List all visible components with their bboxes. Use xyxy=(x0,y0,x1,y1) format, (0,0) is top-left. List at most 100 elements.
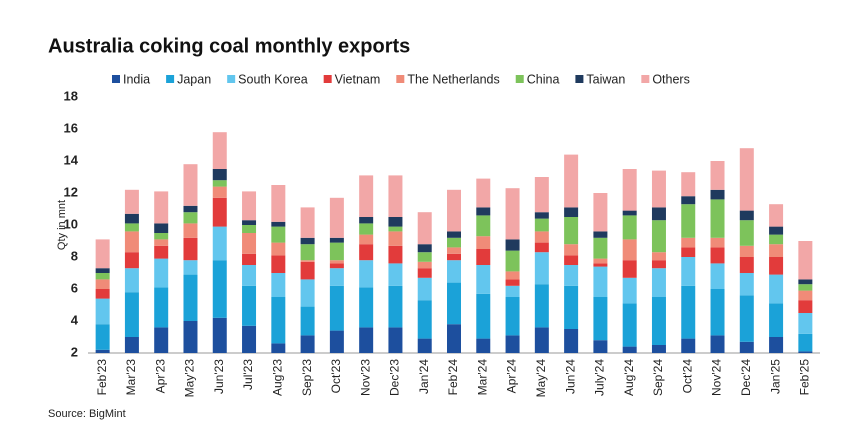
bar-segment xyxy=(242,220,257,225)
bar-segment xyxy=(95,239,110,269)
x-tick-label: Apr'23 xyxy=(153,359,167,394)
bar-segment xyxy=(593,266,608,297)
bar-segment xyxy=(681,237,696,248)
bar-segment xyxy=(212,132,227,169)
bar-segment xyxy=(271,255,286,273)
bar-segment xyxy=(564,285,579,329)
legend-label: Japan xyxy=(177,72,211,86)
bar-segment xyxy=(476,236,491,249)
bar-segment xyxy=(622,277,637,304)
bar-segment xyxy=(622,215,637,240)
bar-segment xyxy=(769,337,784,353)
bar-segment xyxy=(476,207,491,216)
bar-segment xyxy=(300,306,315,336)
bar-segment xyxy=(798,313,813,334)
bar-segment xyxy=(798,290,813,301)
bar-segment xyxy=(183,321,198,353)
bar-segment xyxy=(622,303,637,347)
bar-segment xyxy=(476,293,491,339)
bar-segment xyxy=(417,268,432,278)
legend-label: Others xyxy=(652,72,690,86)
x-tick-label: May'23 xyxy=(183,359,197,398)
bar-segment xyxy=(300,261,315,280)
bar-segment xyxy=(417,277,432,301)
bar-segment xyxy=(329,237,344,243)
bar-segment xyxy=(359,223,374,235)
bar-segment xyxy=(212,180,227,187)
bar-segment xyxy=(154,287,169,328)
bar-segment xyxy=(681,247,696,257)
bar-segment xyxy=(710,189,725,200)
bar-segment xyxy=(476,338,491,353)
bar-segment xyxy=(564,217,579,245)
bar-segment xyxy=(534,212,549,219)
bar-segment xyxy=(417,261,432,269)
bar-segment xyxy=(154,191,169,224)
y-tick-label: 8 xyxy=(71,248,78,263)
bar-segment xyxy=(769,234,784,245)
bar-segment xyxy=(769,257,784,275)
bar-segment xyxy=(359,175,374,217)
bar-segment xyxy=(329,263,344,269)
bar-segment xyxy=(242,325,257,353)
bar-segment xyxy=(769,274,784,304)
bar-segment xyxy=(769,226,784,235)
bar-segment xyxy=(651,345,666,353)
bar-segment xyxy=(681,338,696,353)
bar-segment xyxy=(95,298,110,325)
bar-segment xyxy=(739,220,754,246)
bar-segment xyxy=(447,189,461,232)
bar-segment xyxy=(242,285,257,326)
bar-segment xyxy=(447,237,461,248)
bar-segment xyxy=(242,225,257,233)
bar-segment xyxy=(798,279,813,285)
bar-segment xyxy=(739,257,754,273)
bar-segment xyxy=(564,207,579,217)
x-tick-label: Oct'23 xyxy=(329,359,343,394)
bar-segment xyxy=(183,223,198,238)
bar-segment xyxy=(622,346,637,353)
bar-segment xyxy=(95,268,110,273)
x-tick-label: Dec'23 xyxy=(388,359,402,396)
x-tick-label: Aug'23 xyxy=(270,359,284,396)
bar-segment xyxy=(505,285,520,297)
bar-segment xyxy=(505,279,520,286)
y-tick-label: 4 xyxy=(71,312,79,327)
bar-segment xyxy=(710,335,725,353)
legend-label: China xyxy=(527,72,560,86)
legend-swatch xyxy=(227,75,236,83)
legend-swatch xyxy=(641,75,650,83)
bar-segment xyxy=(681,257,696,286)
bar-segment xyxy=(388,217,403,227)
y-tick-label: 18 xyxy=(64,88,78,103)
bar-segment xyxy=(300,244,315,261)
bar-segment xyxy=(593,231,608,238)
y-tick-label: 2 xyxy=(71,344,78,359)
bar-segment xyxy=(271,226,286,243)
x-tick-label: Jun'23 xyxy=(212,359,226,394)
bar-segment xyxy=(300,279,315,307)
bar-segment xyxy=(359,244,374,261)
bar-segment xyxy=(329,260,344,264)
y-tick-label: 14 xyxy=(64,152,79,167)
bar-segment xyxy=(710,161,725,190)
bar-segment xyxy=(798,351,813,353)
bar-segment xyxy=(95,324,110,350)
x-tick-label: Oct'24 xyxy=(680,359,694,394)
bar-segment xyxy=(505,239,520,251)
bar-segment xyxy=(271,343,286,353)
x-tick-label: Feb'25 xyxy=(798,359,812,396)
bar-segment xyxy=(534,252,549,285)
bar-segment xyxy=(622,260,637,278)
bar-segment xyxy=(183,212,198,224)
bar-segment xyxy=(593,258,608,264)
y-axis-label: Qty in mnt xyxy=(56,200,68,250)
bar-segment xyxy=(388,285,403,328)
bar-segment xyxy=(329,197,344,238)
bar-segment xyxy=(798,241,813,280)
bar-segment xyxy=(417,300,432,339)
bar-segment xyxy=(124,268,139,293)
bar-segment xyxy=(329,242,344,261)
bar-segment xyxy=(476,249,491,265)
